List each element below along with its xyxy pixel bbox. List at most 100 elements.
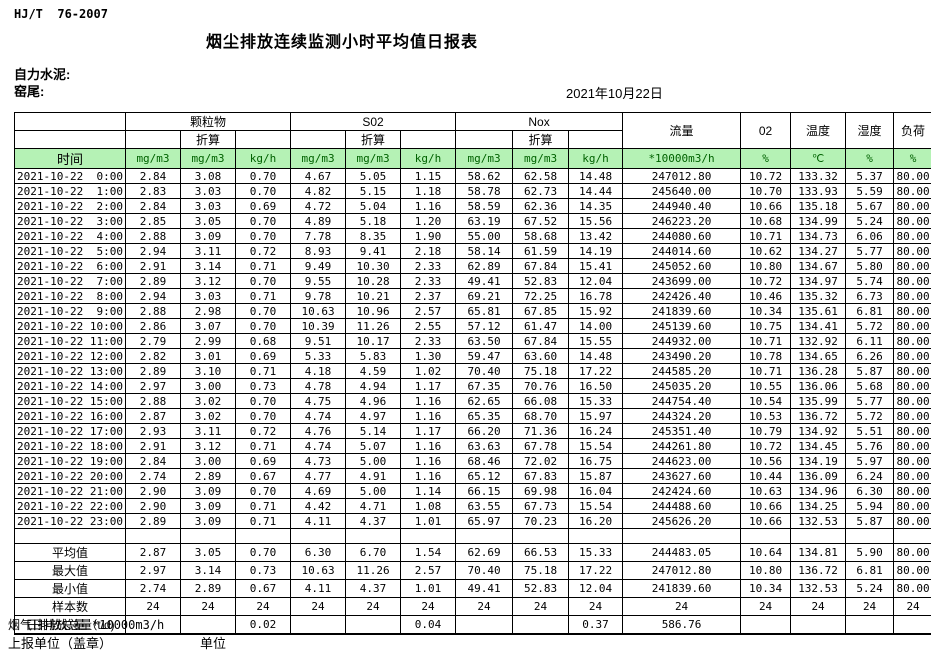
value-cell: 80.00 xyxy=(893,318,931,334)
time-cell: 2021-10-22 13:00 xyxy=(14,363,126,379)
value-cell: 67.83 xyxy=(512,468,570,484)
value-cell: 3.05 xyxy=(180,213,236,229)
value-cell: 0.70 xyxy=(234,213,292,229)
value-cell: 132.92 xyxy=(790,333,847,349)
value-cell: 136.06 xyxy=(790,378,847,394)
value-cell: 75.18 xyxy=(512,363,570,379)
value-cell: 243627.60 xyxy=(622,468,742,484)
value-cell: 245052.60 xyxy=(622,258,742,274)
value-cell: 2.99 xyxy=(180,333,236,349)
value-cell: 4.37 xyxy=(345,579,402,598)
value-cell: 1.16 xyxy=(400,393,457,409)
value-cell: 2.91 xyxy=(125,438,181,454)
value-cell: 2.79 xyxy=(125,333,181,349)
value-cell: 80.00 xyxy=(893,513,931,529)
value-cell: 244585.20 xyxy=(622,363,742,379)
value-cell: 4.89 xyxy=(290,213,347,229)
value-cell: 245035.20 xyxy=(622,378,742,394)
value-cell: 135.18 xyxy=(790,198,847,214)
value-cell: 0.73 xyxy=(234,378,292,394)
empty-cell xyxy=(345,528,402,544)
value-cell: 58.59 xyxy=(455,198,514,214)
value-cell: 70.76 xyxy=(512,378,570,394)
time-cell: 2021-10-22 0:00 xyxy=(14,168,126,184)
table-row: 2021-10-22 0:00 2.84 3.08 0.70 4.67 5.05 1.15 5… xyxy=(14,168,931,184)
empty-cell xyxy=(512,528,570,544)
value-cell: 241839.60 xyxy=(622,579,742,598)
value-cell xyxy=(455,615,514,635)
value-cell: 4.91 xyxy=(345,468,402,484)
value-cell: 62.73 xyxy=(512,183,570,199)
value-cell: 5.72 xyxy=(845,318,895,334)
value-cell: 70.23 xyxy=(512,513,570,529)
value-cell: 247012.80 xyxy=(622,561,742,580)
unit-cell: kg/h xyxy=(234,148,292,169)
value-cell: 5.15 xyxy=(345,183,402,199)
value-cell: 4.67 xyxy=(290,168,347,184)
value-cell: 10.80 xyxy=(740,258,792,274)
value-cell: 134.19 xyxy=(790,453,847,469)
value-cell: 10.30 xyxy=(345,258,402,274)
value-cell: 4.71 xyxy=(345,498,402,514)
value-cell: 10.34 xyxy=(740,303,792,319)
value-cell: 5.87 xyxy=(845,513,895,529)
value-cell: 80.00 xyxy=(893,438,931,454)
value-cell: 241839.60 xyxy=(622,303,742,319)
table-row: 2021-10-22 21:00 2.90 3.09 0.70 4.69 5.00 1.14… xyxy=(14,483,931,499)
value-cell: 16.24 xyxy=(568,423,624,439)
value-cell: 0.73 xyxy=(234,561,292,580)
value-cell: 245139.60 xyxy=(622,318,742,334)
value-cell: 247012.80 xyxy=(622,168,742,184)
value-cell: 4.77 xyxy=(290,468,347,484)
value-cell: 75.18 xyxy=(512,561,570,580)
empty-cell xyxy=(740,528,792,544)
value-cell: 1.16 xyxy=(400,198,457,214)
value-cell: 62.36 xyxy=(512,198,570,214)
value-cell: 57.12 xyxy=(455,318,514,334)
value-cell: 134.92 xyxy=(790,423,847,439)
value-cell: 0.69 xyxy=(234,198,292,214)
value-cell: 246223.20 xyxy=(622,213,742,229)
value-cell: 80.00 xyxy=(893,348,931,364)
value-cell: 3.12 xyxy=(180,438,236,454)
empty-cell xyxy=(400,528,457,544)
empty-cell xyxy=(14,528,126,544)
time-cell: 2021-10-22 6:00 xyxy=(14,258,126,274)
value-cell: 24 xyxy=(512,597,570,616)
time-cell: 2021-10-22 9:00 xyxy=(14,303,126,319)
value-cell: 15.54 xyxy=(568,438,624,454)
value-cell: 0.68 xyxy=(234,333,292,349)
value-cell: 65.12 xyxy=(455,468,514,484)
value-cell: 242426.40 xyxy=(622,288,742,304)
table-row: 2021-10-22 22:00 2.90 3.09 0.71 4.42 4.71 1.08… xyxy=(14,498,931,514)
value-cell: 10.46 xyxy=(740,288,792,304)
value-cell: 24 xyxy=(125,597,181,616)
header-spacer xyxy=(125,130,181,149)
value-cell: 24 xyxy=(845,597,895,616)
value-cell: 10.66 xyxy=(740,513,792,529)
value-cell: 10.63 xyxy=(740,483,792,499)
value-cell: 80.00 xyxy=(893,168,931,184)
table-row: 2021-10-22 16:00 2.87 3.02 0.70 4.74 4.97 1.16… xyxy=(14,408,931,424)
value-cell: 80.00 xyxy=(893,579,931,598)
value-cell: 0.70 xyxy=(234,543,292,562)
value-cell: 3.14 xyxy=(180,258,236,274)
value-cell: 2.84 xyxy=(125,453,181,469)
value-cell: 5.87 xyxy=(845,363,895,379)
value-cell: 80.00 xyxy=(893,408,931,424)
subheader-converted: 折算 xyxy=(345,130,402,149)
value-cell: 245351.40 xyxy=(622,423,742,439)
value-cell: 67.85 xyxy=(512,303,570,319)
value-cell: 0.70 xyxy=(234,183,292,199)
value-cell: 133.32 xyxy=(790,168,847,184)
value-cell: 245640.00 xyxy=(622,183,742,199)
value-cell: 62.69 xyxy=(455,543,514,562)
value-cell: 61.47 xyxy=(512,318,570,334)
value-cell: 2.89 xyxy=(125,363,181,379)
value-cell: 134.27 xyxy=(790,243,847,259)
summary-row: 最大值 2.97 3.14 0.73 10.63 11.26 2.57 70.40 75.18 1… xyxy=(14,561,931,580)
value-cell: 244932.00 xyxy=(622,333,742,349)
value-cell: 134.99 xyxy=(790,213,847,229)
value-cell: 69.98 xyxy=(512,483,570,499)
table-row: 2021-10-22 8:00 2.94 3.03 0.71 9.78 10.21 2.37… xyxy=(14,288,931,304)
